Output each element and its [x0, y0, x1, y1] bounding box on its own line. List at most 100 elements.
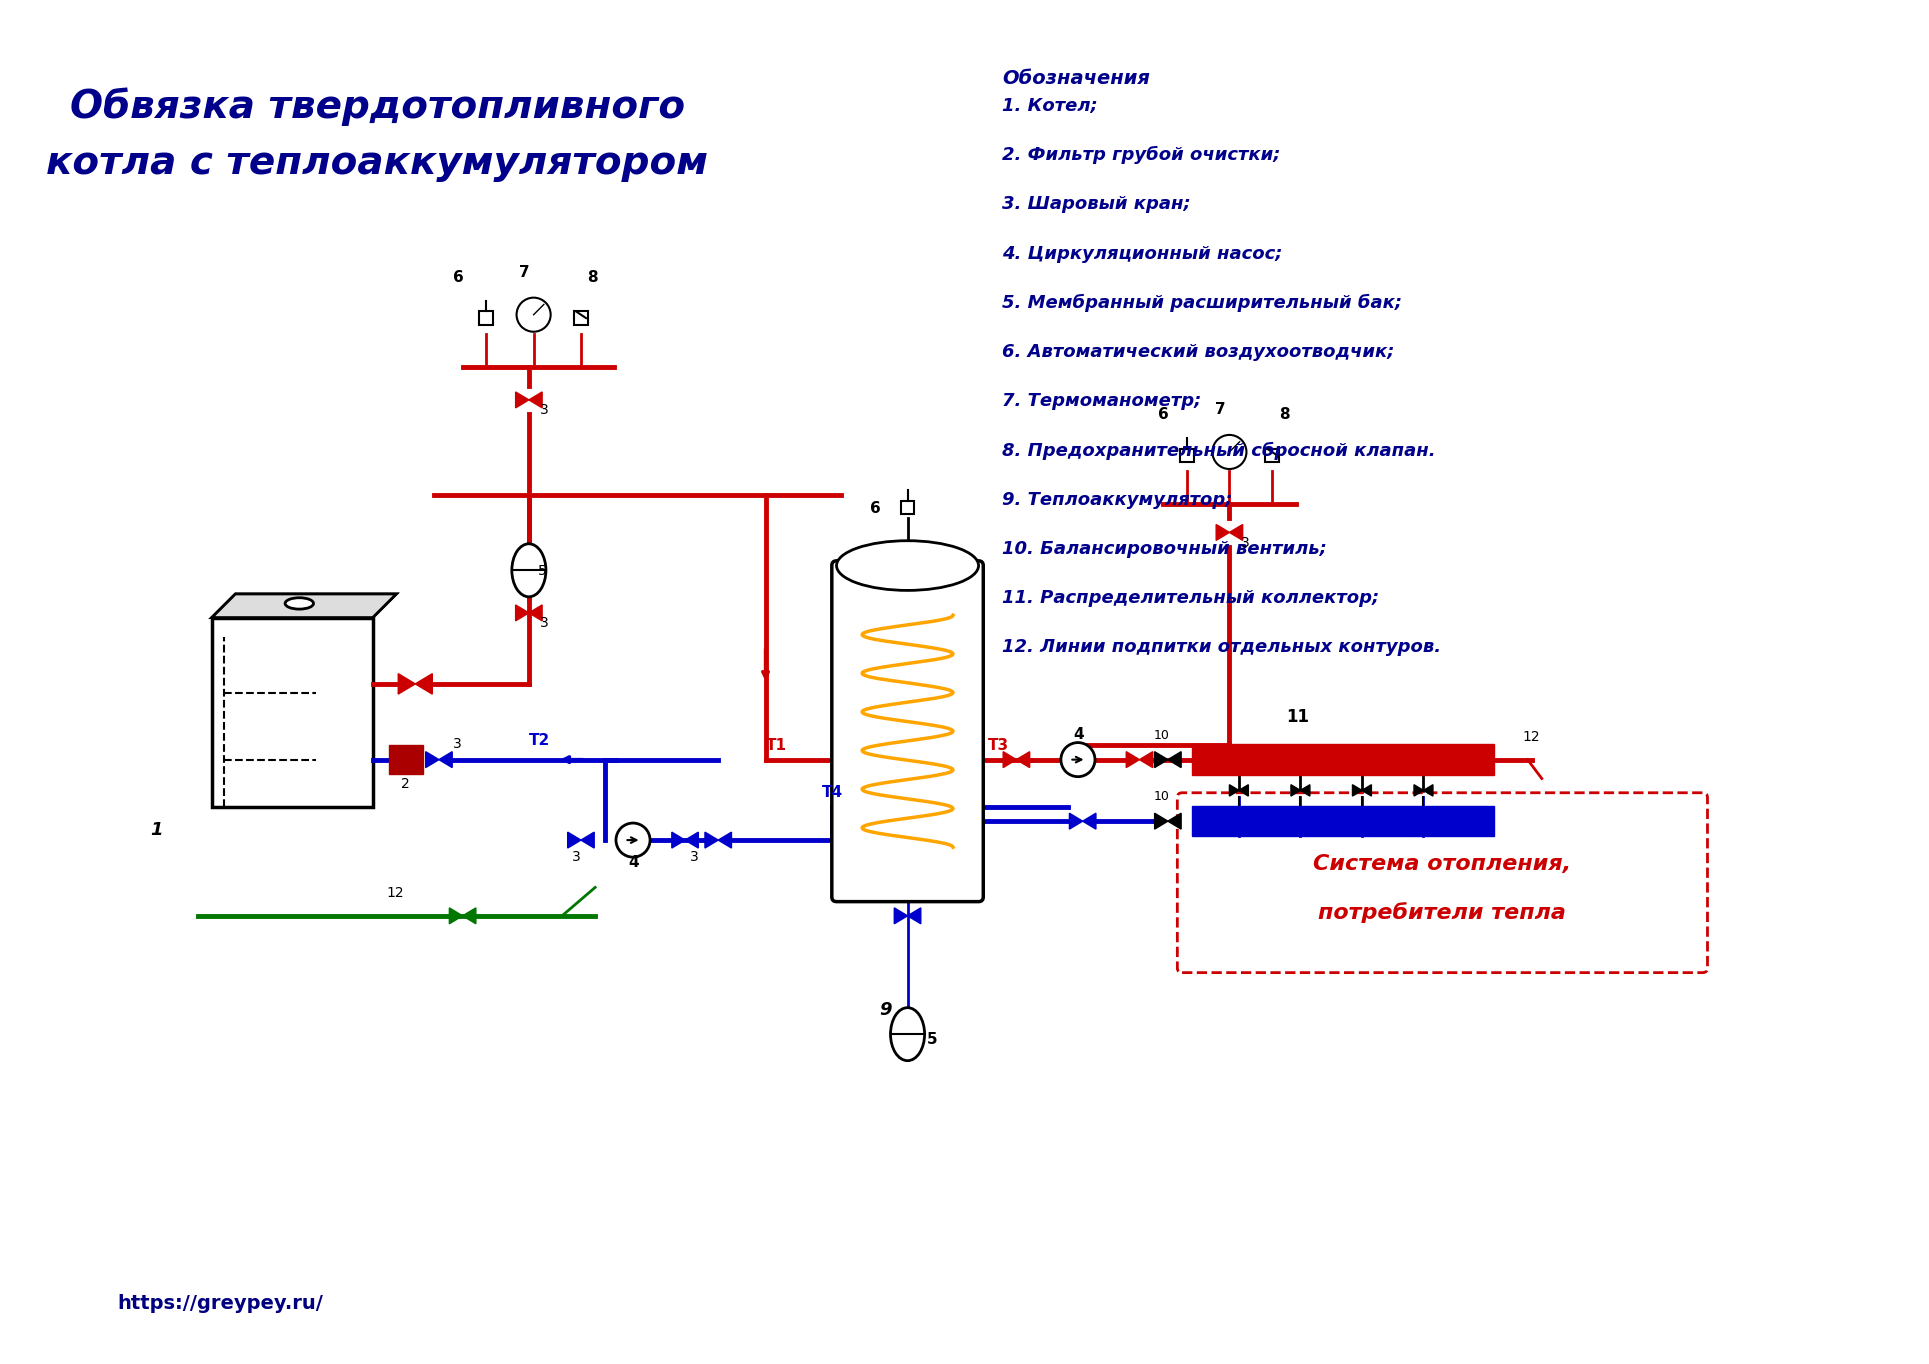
Text: 5: 5 [538, 565, 548, 578]
Polygon shape [567, 832, 581, 848]
Bar [1192, 806, 1495, 836]
Circle shape [615, 822, 650, 857]
Text: 4. Циркуляционный насос;: 4. Циркуляционный насос; [1003, 244, 1283, 263]
Text: 1: 1 [150, 821, 162, 839]
Polygon shape [212, 593, 395, 618]
Polygon shape [1229, 784, 1238, 797]
Text: 4: 4 [629, 855, 638, 870]
Polygon shape [581, 832, 594, 848]
Text: https://greypey.ru/: https://greypey.ru/ [118, 1294, 322, 1314]
Text: Обозначения: Обозначения [1003, 68, 1150, 87]
Text: 9. Теплоаккумулятор;: 9. Теплоаккумулятор; [1003, 491, 1233, 509]
Text: 6: 6 [1159, 406, 1169, 421]
Polygon shape [1069, 813, 1082, 829]
Polygon shape [1017, 752, 1030, 768]
Polygon shape [1127, 752, 1140, 768]
Text: 10: 10 [1154, 728, 1169, 742]
Bar [390, 746, 422, 773]
Text: 6: 6 [453, 270, 463, 285]
Bar [1192, 745, 1495, 775]
Text: 3: 3 [571, 850, 581, 863]
Polygon shape [529, 606, 542, 621]
Polygon shape [426, 752, 440, 768]
Polygon shape [704, 832, 718, 848]
Text: 12: 12 [388, 885, 405, 900]
Polygon shape [397, 674, 415, 694]
Ellipse shape [285, 597, 314, 610]
Polygon shape [1215, 525, 1229, 540]
Polygon shape [907, 908, 920, 923]
Polygon shape [1424, 784, 1433, 797]
Ellipse shape [891, 1008, 924, 1061]
Text: T2: T2 [529, 734, 550, 749]
Polygon shape [1167, 813, 1181, 829]
Text: 3: 3 [540, 404, 550, 417]
Polygon shape [1300, 784, 1310, 797]
Polygon shape [1291, 784, 1300, 797]
Text: 3: 3 [1240, 536, 1250, 550]
Text: 9: 9 [880, 1001, 891, 1019]
Polygon shape [1229, 525, 1242, 540]
Text: 6: 6 [870, 502, 880, 517]
Text: 3: 3 [691, 850, 698, 863]
Text: 8: 8 [588, 270, 598, 285]
Polygon shape [415, 674, 432, 694]
FancyBboxPatch shape [831, 561, 984, 902]
Polygon shape [449, 908, 463, 923]
Bar [575, 311, 588, 325]
Text: котла с теплоаккумулятором: котла с теплоаккумулятором [46, 145, 708, 183]
Polygon shape [212, 593, 395, 618]
Text: 5: 5 [926, 1031, 937, 1046]
Polygon shape [529, 391, 542, 408]
Text: 12. Линии подпитки отдельных контуров.: 12. Линии подпитки отдельных контуров. [1003, 638, 1441, 656]
Text: 10. Балансировочный вентиль;: 10. Балансировочный вентиль; [1003, 540, 1327, 558]
Polygon shape [671, 832, 685, 848]
Polygon shape [463, 908, 476, 923]
Text: 11. Распределительный коллектор;: 11. Распределительный коллектор; [1003, 589, 1379, 607]
Circle shape [1061, 742, 1096, 776]
Text: Обвязка твердотопливного: Обвязка твердотопливного [69, 87, 685, 125]
Circle shape [1211, 435, 1246, 469]
Text: Система отопления,: Система отопления, [1314, 854, 1572, 874]
Circle shape [517, 297, 550, 331]
Polygon shape [718, 832, 731, 848]
Text: 3: 3 [540, 617, 550, 630]
Bar [1181, 449, 1194, 462]
Text: 7. Термоманометр;: 7. Термоманометр; [1003, 393, 1202, 411]
Polygon shape [515, 606, 529, 621]
Text: T1: T1 [766, 738, 787, 753]
Text: T3: T3 [988, 738, 1009, 753]
Polygon shape [440, 752, 451, 768]
Text: 2: 2 [401, 777, 409, 791]
Polygon shape [212, 618, 372, 807]
Text: T4: T4 [822, 786, 843, 801]
Bar [901, 501, 914, 514]
Polygon shape [1352, 784, 1362, 797]
Text: 7: 7 [519, 265, 530, 280]
Ellipse shape [511, 544, 546, 597]
Text: потребители тепла: потребители тепла [1319, 902, 1566, 922]
Text: 5. Мембранный расширительный бак;: 5. Мембранный расширительный бак; [1003, 293, 1402, 312]
Polygon shape [1082, 813, 1096, 829]
Polygon shape [1155, 813, 1167, 829]
Polygon shape [1167, 752, 1181, 768]
Polygon shape [1362, 784, 1372, 797]
Polygon shape [515, 391, 529, 408]
Polygon shape [1414, 784, 1424, 797]
Bar [480, 311, 494, 325]
Polygon shape [1155, 752, 1167, 768]
Text: 6. Автоматический воздухоотводчик;: 6. Автоматический воздухоотводчик; [1003, 344, 1395, 361]
Polygon shape [685, 832, 698, 848]
Polygon shape [895, 908, 907, 923]
Bar [1265, 449, 1279, 462]
Text: 7: 7 [1215, 402, 1225, 417]
Text: 12: 12 [1522, 730, 1541, 743]
Text: 8: 8 [1279, 406, 1289, 421]
FancyBboxPatch shape [1177, 792, 1707, 973]
Polygon shape [1140, 752, 1154, 768]
Polygon shape [1003, 752, 1017, 768]
Text: 3. Шаровый кран;: 3. Шаровый кран; [1003, 195, 1190, 213]
Text: 10: 10 [1154, 790, 1169, 803]
Polygon shape [1238, 784, 1248, 797]
Text: 2. Фильтр грубой очистки;: 2. Фильтр грубой очистки; [1003, 146, 1281, 164]
